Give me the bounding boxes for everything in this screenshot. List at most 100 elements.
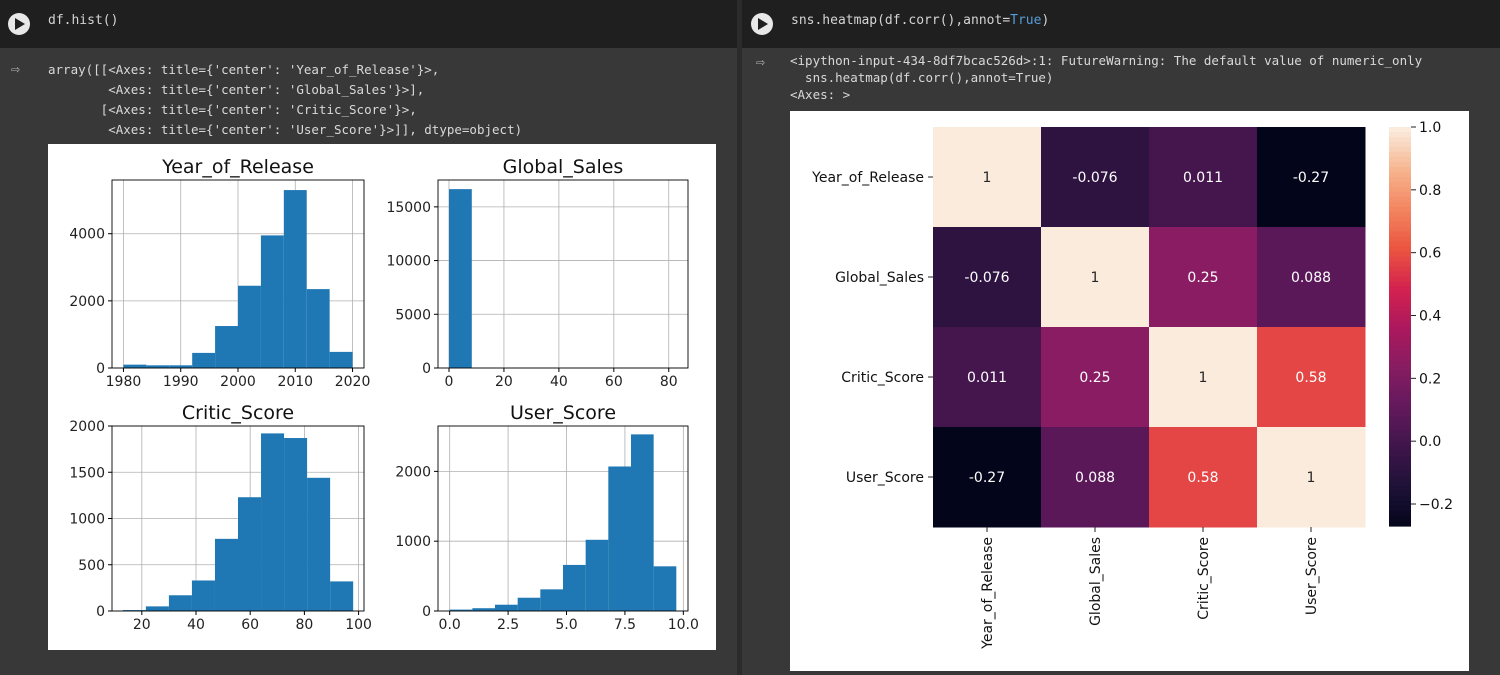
histogram-bar [563, 564, 586, 611]
axes-frame [437, 425, 689, 612]
colorbar: 1.0 0.8 0.6 0.4 0.2 0.0 −0.2 [1389, 120, 1453, 527]
x-tick-label: 2000 [220, 374, 256, 390]
heatmap-annotation: -0.076 [1072, 170, 1117, 186]
heatmap-annotation: 1 [983, 170, 992, 186]
heatmap-cell [1149, 227, 1258, 328]
colorbar-segment [1389, 246, 1411, 253]
colorbar-segment [1389, 151, 1411, 158]
colorbar-tick-label: 0.6 [1419, 246, 1441, 262]
left-notebook-cell: df.hist() ⇨ array([[<Axes: title={'cente… [0, 0, 737, 675]
histogram-title: User_Score [510, 402, 616, 424]
x-tick-label: 5.0 [555, 617, 577, 633]
histogram-bar [329, 351, 353, 368]
histogram-bar [472, 608, 496, 611]
heatmap-annotation: 0.58 [1295, 370, 1326, 386]
colorbar-segment [1389, 486, 1411, 492]
colorbar-segment [1389, 146, 1411, 153]
colorbar-segment [1389, 456, 1411, 462]
code-input-hist[interactable]: df.hist() [0, 0, 737, 48]
colorbar-segment [1389, 127, 1411, 133]
x-tick-label: 80 [295, 617, 313, 633]
colorbar-segment [1389, 346, 1411, 353]
y-tick-label: 2000 [69, 419, 105, 435]
colorbar-segment [1389, 401, 1411, 407]
colorbar-segment [1389, 351, 1411, 358]
y-tick-label: User_Score [846, 470, 924, 486]
right-notebook-cell: sns.heatmap(df.corr(),annot=True) ⇨ <ipy… [742, 0, 1500, 675]
heatmap-cell [1257, 127, 1366, 228]
colorbar-segment [1389, 256, 1411, 263]
histogram-panel: 1980 1990 2000 2010 2020 0 2000 4000 Year_of_Rel… [69, 156, 370, 390]
histogram-bar [145, 606, 169, 611]
heatmap-cell [933, 127, 1042, 228]
colorbar-segment [1389, 286, 1411, 293]
histogram-bar [585, 539, 609, 611]
colorbar-segment [1389, 231, 1411, 238]
run-cell-button[interactable] [8, 13, 30, 35]
colorbar-segment [1389, 196, 1411, 203]
heatmap-cell [1257, 327, 1366, 428]
code-suffix: ) [1041, 13, 1050, 28]
heatmap-annotation: 0.011 [967, 370, 1007, 386]
colorbar-segment [1389, 206, 1411, 213]
heatmap-annotation: 0.088 [1075, 470, 1115, 486]
colorbar-segment [1389, 491, 1411, 497]
heatmap-annotation: -0.076 [964, 270, 1009, 286]
play-icon [758, 18, 768, 30]
colorbar-segment [1389, 451, 1411, 457]
x-tick-label: 60 [241, 617, 259, 633]
histogram-grid-svg: 1980 1990 2000 2010 2020020004000Year_of_Rel… [69, 156, 699, 633]
output-line: <Axes: title={'center': 'Global_Sales'}>… [48, 82, 425, 97]
histogram-panel: 0.0 2.5 5.0 7.5 10.0 0 1000 2000 User_Score [395, 402, 699, 633]
heatmap-cell [1149, 427, 1258, 528]
colorbar-segment [1389, 301, 1411, 308]
colorbar-segment [1389, 311, 1411, 318]
colorbar-segment [1389, 376, 1411, 382]
heatmap-cell [1257, 227, 1366, 328]
histogram-bar [448, 189, 472, 368]
y-tick-label: 2000 [395, 464, 431, 480]
histogram-bar [540, 589, 563, 611]
histogram-bar [168, 595, 192, 611]
heatmap-annotation: -0.27 [969, 470, 1005, 486]
x-tick-label: 2.5 [497, 617, 519, 633]
colorbar-segment [1389, 131, 1411, 138]
histogram-bar [283, 190, 307, 368]
output-icon[interactable]: ⇨ [756, 53, 766, 71]
heatmap-annotation: 0.088 [1291, 270, 1331, 286]
x-tick-label: 2020 [335, 374, 371, 390]
colorbar-segment [1389, 411, 1411, 417]
heatmap-grid: 1 -0.076 0.011 -0.27 -0.076 1 0.25 0.088 0.011 0.… [811, 127, 1366, 650]
output-line: <Axes: title={'center': 'User_Score'}>]]… [48, 122, 523, 137]
y-tick-label: 15000 [386, 200, 431, 216]
colorbar-segment [1389, 371, 1411, 377]
histogram-bar [122, 610, 146, 611]
x-tick-label: Critic_Score [1196, 537, 1212, 620]
colorbar-segment [1389, 306, 1411, 313]
run-cell-button[interactable] [751, 13, 773, 35]
colorbar-segment [1389, 501, 1411, 507]
colorbar-segment [1389, 421, 1411, 427]
code-input-heatmap[interactable]: sns.heatmap(df.corr(),annot=True) [742, 0, 1500, 48]
colorbar-segment [1389, 466, 1411, 472]
heatmap-annotation: 0.25 [1079, 370, 1110, 386]
heatmap-cell [1257, 427, 1366, 528]
y-tick-label: 2000 [69, 294, 105, 310]
histogram-bar [495, 604, 518, 611]
colorbar-segment [1389, 361, 1411, 367]
x-tick-label: User_Score [1304, 537, 1320, 615]
colorbar-tick-label: 0.2 [1419, 371, 1441, 387]
x-tick-label: 20 [133, 617, 151, 633]
histogram-bar [215, 326, 238, 368]
x-tick-label: 1990 [163, 374, 199, 390]
y-tick-label: 1000 [395, 534, 431, 550]
x-tick-label: Year_of_Release [980, 537, 996, 650]
colorbar-segment [1389, 516, 1411, 522]
x-tick-label: 40 [187, 617, 205, 633]
colorbar-segment [1389, 506, 1411, 512]
colorbar-segment [1389, 481, 1411, 487]
output-icon[interactable]: ⇨ [11, 60, 21, 78]
colorbar-segment [1389, 281, 1411, 288]
